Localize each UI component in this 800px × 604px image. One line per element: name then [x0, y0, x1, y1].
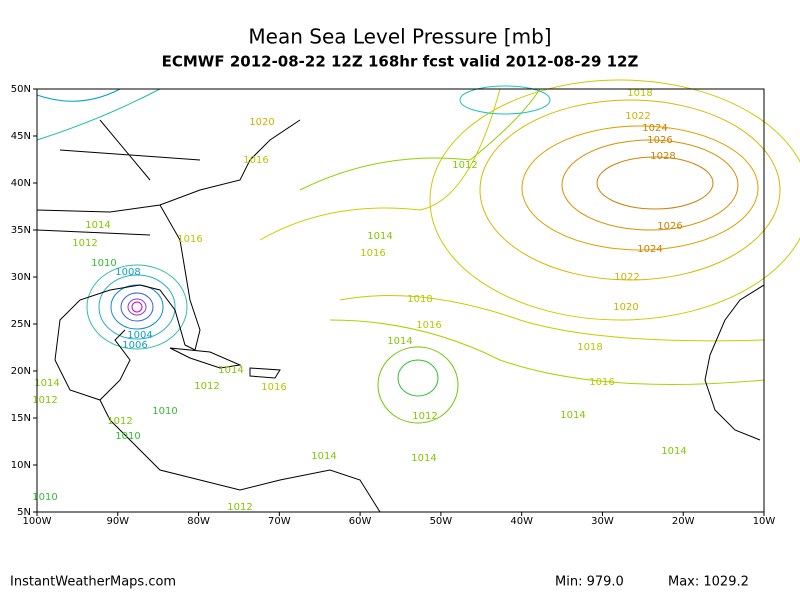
isobar: [259, 88, 501, 241]
contour-label: 1014: [367, 231, 392, 242]
contour-label: 1020: [613, 302, 638, 313]
contour-label: 1012: [72, 238, 97, 249]
isobar: [120, 292, 154, 322]
contour-label: 1016: [261, 382, 286, 393]
isobar: [299, 88, 541, 191]
x-tick-label: 40W: [510, 516, 533, 527]
title: Mean Sea Level Pressure [mb]: [248, 25, 551, 49]
contour-label: 1004: [127, 330, 152, 341]
contour-label: 1008: [115, 267, 140, 278]
x-tick-label: 10W: [753, 516, 776, 527]
x-tick-label: 20W: [672, 516, 695, 527]
contour-label: 1014: [311, 451, 336, 462]
x-tick-label: 60W: [349, 516, 372, 527]
contour-label: 1016: [589, 377, 614, 388]
contour-label: 1024: [637, 244, 662, 255]
border: [36, 119, 201, 236]
map-frame: [36, 88, 765, 513]
contour-label: 1016: [243, 155, 268, 166]
y-tick-label: 15N: [11, 413, 31, 424]
contour-label: 1018: [407, 294, 432, 305]
y-tick-label: 40N: [11, 178, 31, 189]
contour-label: 1018: [577, 342, 602, 353]
contour-label: 1014: [411, 453, 436, 464]
y-tick-label: 10N: [11, 460, 31, 471]
contour-label: 1022: [625, 111, 650, 122]
contour-label: 1010: [91, 258, 116, 269]
contour-label: 1010: [152, 406, 177, 417]
contour-label: 1012: [107, 416, 132, 427]
contour-label: 1012: [227, 502, 252, 513]
subtitle: ECMWF 2012-08-22 12Z 168hr fcst valid 20…: [162, 53, 639, 71]
isobar: [377, 346, 459, 424]
contour-label: 1014: [85, 220, 110, 231]
isobar: [131, 301, 143, 313]
contour-label: 1012: [412, 411, 437, 422]
y-tick-label: 25N: [11, 319, 31, 330]
contour-label: 1022: [614, 272, 639, 283]
min-value: Min: 979.0: [555, 575, 624, 590]
isobar: [521, 125, 759, 251]
contour-label: 1016: [360, 248, 385, 259]
coastline: [704, 284, 765, 441]
contour-label: 1012: [32, 395, 57, 406]
isobar: [86, 264, 188, 350]
contour-label: 1006: [122, 340, 147, 351]
isobar: [459, 85, 551, 115]
x-tick-label: 70W: [268, 516, 291, 527]
contour-label: 1018: [627, 88, 652, 99]
x-tick-label: 50W: [430, 516, 453, 527]
contour-label: 1014: [661, 446, 686, 457]
site-credit: InstantWeatherMaps.com: [10, 575, 176, 590]
y-tick-label: 30N: [11, 272, 31, 283]
isobar: [329, 319, 765, 385]
island: [169, 347, 281, 379]
isobar: [127, 298, 147, 316]
contour-label: 1014: [560, 410, 585, 421]
isobars: [36, 79, 800, 424]
isobar: [36, 88, 161, 141]
y-tick-label: 5N: [17, 507, 31, 518]
y-tick-label: 50N: [11, 84, 31, 95]
contour-label: 1010: [115, 431, 140, 442]
x-tick-label: 30W: [591, 516, 614, 527]
isobar: [561, 139, 739, 231]
isobar: [36, 88, 121, 102]
contour-label: 1012: [194, 381, 219, 392]
y-tick-label: 45N: [11, 131, 31, 142]
y-tick-label: 35N: [11, 225, 31, 236]
contour-label: 1028: [650, 151, 675, 162]
x-tick-label: 80W: [187, 516, 210, 527]
isobar: [429, 79, 800, 321]
isobar: [479, 99, 781, 281]
isobar: [339, 295, 765, 342]
x-tick-label: 90W: [106, 516, 129, 527]
isobar: [98, 274, 176, 340]
contour-label: 1026: [657, 221, 682, 232]
contour-label: 1014: [387, 336, 412, 347]
contour-label: 1020: [249, 117, 274, 128]
contour-label: 1014: [218, 365, 243, 376]
x-tick-label: 100W: [23, 516, 52, 527]
contour-label: 1026: [647, 135, 672, 146]
contour-label: 1010: [32, 492, 57, 503]
contour-label: 1014: [34, 378, 59, 389]
isobar: [397, 359, 439, 397]
contour-label: 1024: [642, 123, 667, 134]
contour-label: 1016: [177, 234, 202, 245]
max-value: Max: 1029.2: [668, 575, 749, 590]
coastline: [36, 119, 381, 513]
y-tick-label: 20N: [11, 366, 31, 377]
isobar: [596, 156, 714, 210]
contour-label: 1012: [452, 160, 477, 171]
contour-label: 1016: [416, 320, 441, 331]
coastlines: [36, 119, 765, 513]
